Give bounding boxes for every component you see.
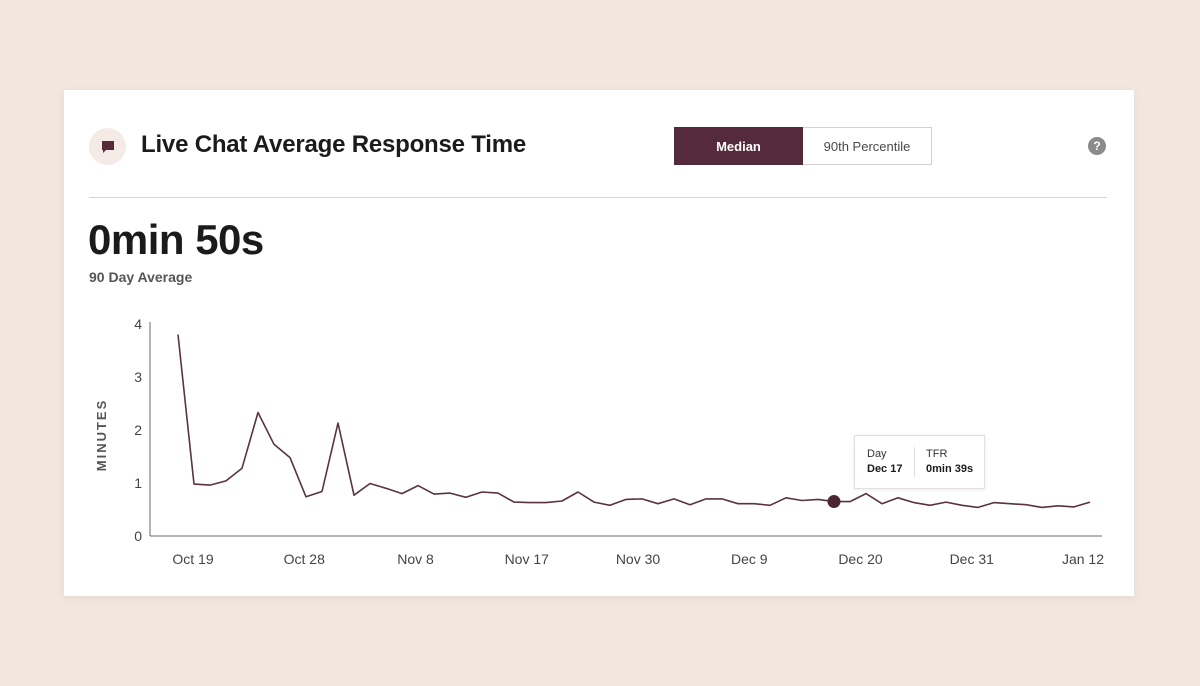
y-tick-label: 4: [134, 316, 142, 332]
x-tick-label: Nov 8: [397, 551, 434, 567]
y-axis-label: MINUTES: [94, 399, 109, 472]
average-value: 0min 50s: [88, 216, 264, 263]
chat-icon-badge: [89, 128, 126, 165]
tooltip-separator: [914, 447, 915, 477]
tooltip-day-value: Dec 17: [867, 463, 903, 475]
card-title: Live Chat Average Response Time: [141, 131, 527, 158]
tooltip-day-label: Day: [867, 448, 887, 460]
x-tick-label: Oct 19: [172, 551, 213, 567]
tooltip-metric-label: TFR: [926, 448, 948, 460]
average-label: 90 Day Average: [89, 269, 193, 285]
y-tick-label: 3: [134, 369, 142, 385]
x-tick-label: Oct 28: [284, 551, 325, 567]
y-tick-label: 0: [134, 528, 142, 544]
response-time-chart: MINUTES 0 1 2 3 4 Oct 19 Oct 28 Nov 8 Nov 17 Nov…: [94, 316, 1104, 567]
x-tick-label: Jan 12: [1062, 551, 1104, 567]
x-tick-label: Nov 17: [505, 551, 550, 567]
median-tab[interactable]: Median: [674, 127, 803, 165]
x-tick-label: Dec 9: [731, 551, 768, 567]
x-tick-label: Nov 30: [616, 551, 661, 567]
header-divider: [89, 197, 1107, 198]
x-tick-label: Dec 31: [950, 551, 995, 567]
highlight-point[interactable]: [827, 495, 841, 509]
tooltip-metric-value: 0min 39s: [926, 463, 974, 475]
90th-percentile-tab[interactable]: 90th Percentile: [803, 127, 932, 165]
series-line: [177, 334, 1091, 509]
x-tick-label: Dec 20: [838, 551, 883, 567]
response-time-card: Live Chat Average Response Time Median 9…: [64, 90, 1134, 596]
y-tick-label: 1: [134, 475, 142, 491]
chart-tooltip: Day Dec 17 TFR 0min 39s: [854, 435, 985, 489]
chat-bubble-icon: [101, 140, 114, 153]
help-icon[interactable]: ?: [1088, 137, 1106, 155]
metric-toggle: Median 90th Percentile: [674, 127, 932, 165]
y-tick-label: 2: [134, 422, 142, 438]
